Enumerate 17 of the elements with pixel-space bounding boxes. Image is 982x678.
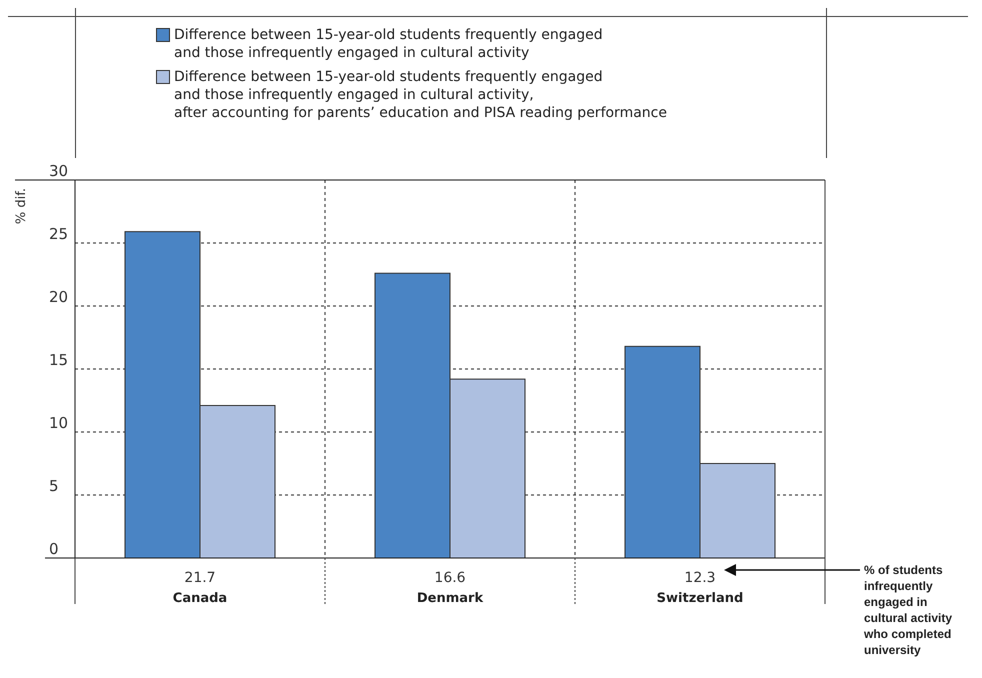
y-tick-label: 0 <box>49 540 59 558</box>
text: % of students infrequently engaged in cultural activity who completed university <box>864 562 952 658</box>
y-tick-label: 20 <box>49 288 68 306</box>
y-tick-label: 15 <box>49 351 68 369</box>
y-tick-label: 5 <box>49 477 59 495</box>
x-tick-label: Denmark <box>416 591 484 606</box>
text: 16.6 <box>434 570 466 586</box>
y-tick-label: 10 <box>49 414 68 432</box>
x-tick-label: Canada <box>172 591 228 606</box>
x-tick-label: Switzerland <box>656 591 744 606</box>
text: 21.7 <box>184 570 216 586</box>
y-tick-label: 25 <box>49 225 68 243</box>
y-axis-title: % dif. <box>14 188 29 224</box>
legend-label: Difference between 15-year-old students frequently engaged and those infrequently engaged in cultural activity, after accounting for parents’ education and PISA reading performance <box>174 68 667 122</box>
legend-label: Difference between 15-year-old students frequently engaged and those infrequently engaged in cultural activity <box>174 26 603 62</box>
text: 12.3 <box>684 570 716 586</box>
y-tick-label: 30 <box>49 162 68 180</box>
